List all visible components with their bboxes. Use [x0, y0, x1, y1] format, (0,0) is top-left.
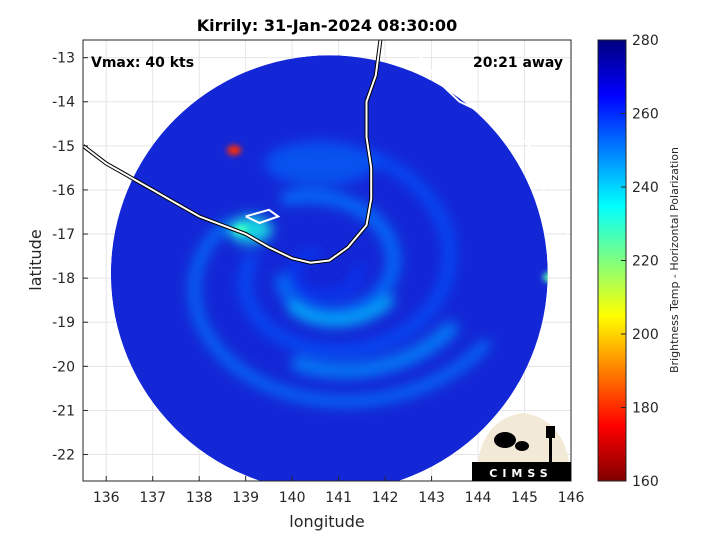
plot-area: 136 137 138 139 140 141 142 143 144 145 146 -13 -14…: [52, 39, 585, 506]
x-tick-label: 146: [558, 490, 585, 506]
colorbar-tick-label: 200: [632, 327, 659, 343]
hot-spot: [543, 272, 548, 283]
x-tick-label: 138: [186, 490, 213, 506]
y-axis-label: latitude: [26, 229, 45, 290]
colorbar-label: Brightness Temp - Horizontal Polarizatio…: [668, 147, 681, 373]
x-tick-label: 139: [232, 490, 259, 506]
water-tower-leg-icon: [549, 438, 552, 462]
colorbar-tick-label: 220: [632, 254, 659, 270]
cloud-band: [275, 188, 401, 321]
hot-spot: [227, 145, 242, 156]
water-tower-icon: [546, 426, 555, 438]
cloud-mass: [265, 141, 376, 186]
satellite-dish-small-icon: [515, 441, 529, 451]
y-axis-ticks: -13 -14 -15 -16 -17 -18 -19 -20 -21 -22: [52, 51, 88, 464]
coastline-line: [83, 40, 382, 264]
x-tick-label: 137: [139, 490, 166, 506]
chart-title: Kirrily: 31-Jan-2024 08:30:00: [197, 16, 457, 35]
colorbar-tick-label: 160: [632, 474, 659, 490]
x-axis-label: longitude: [289, 512, 364, 531]
logo-band: [472, 462, 571, 481]
y-tick-label: -20: [52, 359, 75, 375]
colorbar-ticks: 160 180 200 220 240 260 280: [621, 33, 659, 490]
satellite-dish-icon: [494, 432, 516, 448]
x-tick-label: 136: [93, 490, 120, 506]
island-outline: [245, 208, 281, 225]
y-tick-label: -13: [52, 51, 75, 67]
y-tick-label: -16: [52, 183, 75, 199]
cloud-band: [289, 249, 364, 301]
x-tick-label: 140: [279, 490, 306, 506]
y-tick-label: -14: [52, 95, 75, 111]
coastline-east-white: [407, 40, 571, 252]
x-tick-label: 143: [418, 490, 445, 506]
x-tick-label: 141: [325, 490, 352, 506]
distance-annotation: 20:21 away: [473, 55, 563, 71]
y-tick-label: -21: [52, 403, 75, 419]
colorbar-tick-label: 260: [632, 107, 659, 123]
y-tick-label: -22: [52, 448, 75, 464]
radiometer-scan: [110, 55, 548, 481]
y-tick-label: -18: [52, 271, 75, 287]
cloud-band: [239, 150, 456, 358]
colorbar-tick-label: 180: [632, 401, 659, 417]
x-tick-label: 142: [372, 490, 399, 506]
cloud-band: [188, 219, 491, 408]
x-tick-label: 144: [465, 490, 492, 506]
scan-disk: [110, 55, 548, 481]
coastline: [83, 40, 571, 265]
cimss-logo: CIMSS: [472, 413, 571, 481]
y-tick-label: -17: [52, 227, 75, 243]
colorbar: 160 180 200 220 240 260 280 Brightness Temp - …: [597, 33, 681, 490]
vmax-annotation: Vmax: 40 kts: [91, 55, 194, 71]
axes-frame: [82, 39, 572, 482]
logo-text: CIMSS: [489, 467, 552, 480]
cloud-band: [291, 321, 458, 379]
cloud-bands: [188, 141, 491, 408]
y-tick-label: -19: [52, 315, 75, 331]
colorbar-tick-label: 240: [632, 180, 659, 196]
x-tick-label: 145: [511, 490, 538, 506]
colorbar-tick-label: 280: [632, 33, 659, 49]
cloud-band: [287, 296, 395, 327]
y-tick-label: -15: [52, 139, 75, 155]
x-axis-ticks: 136 137 138 139 140 141 142 143 144 145 146: [93, 476, 585, 506]
